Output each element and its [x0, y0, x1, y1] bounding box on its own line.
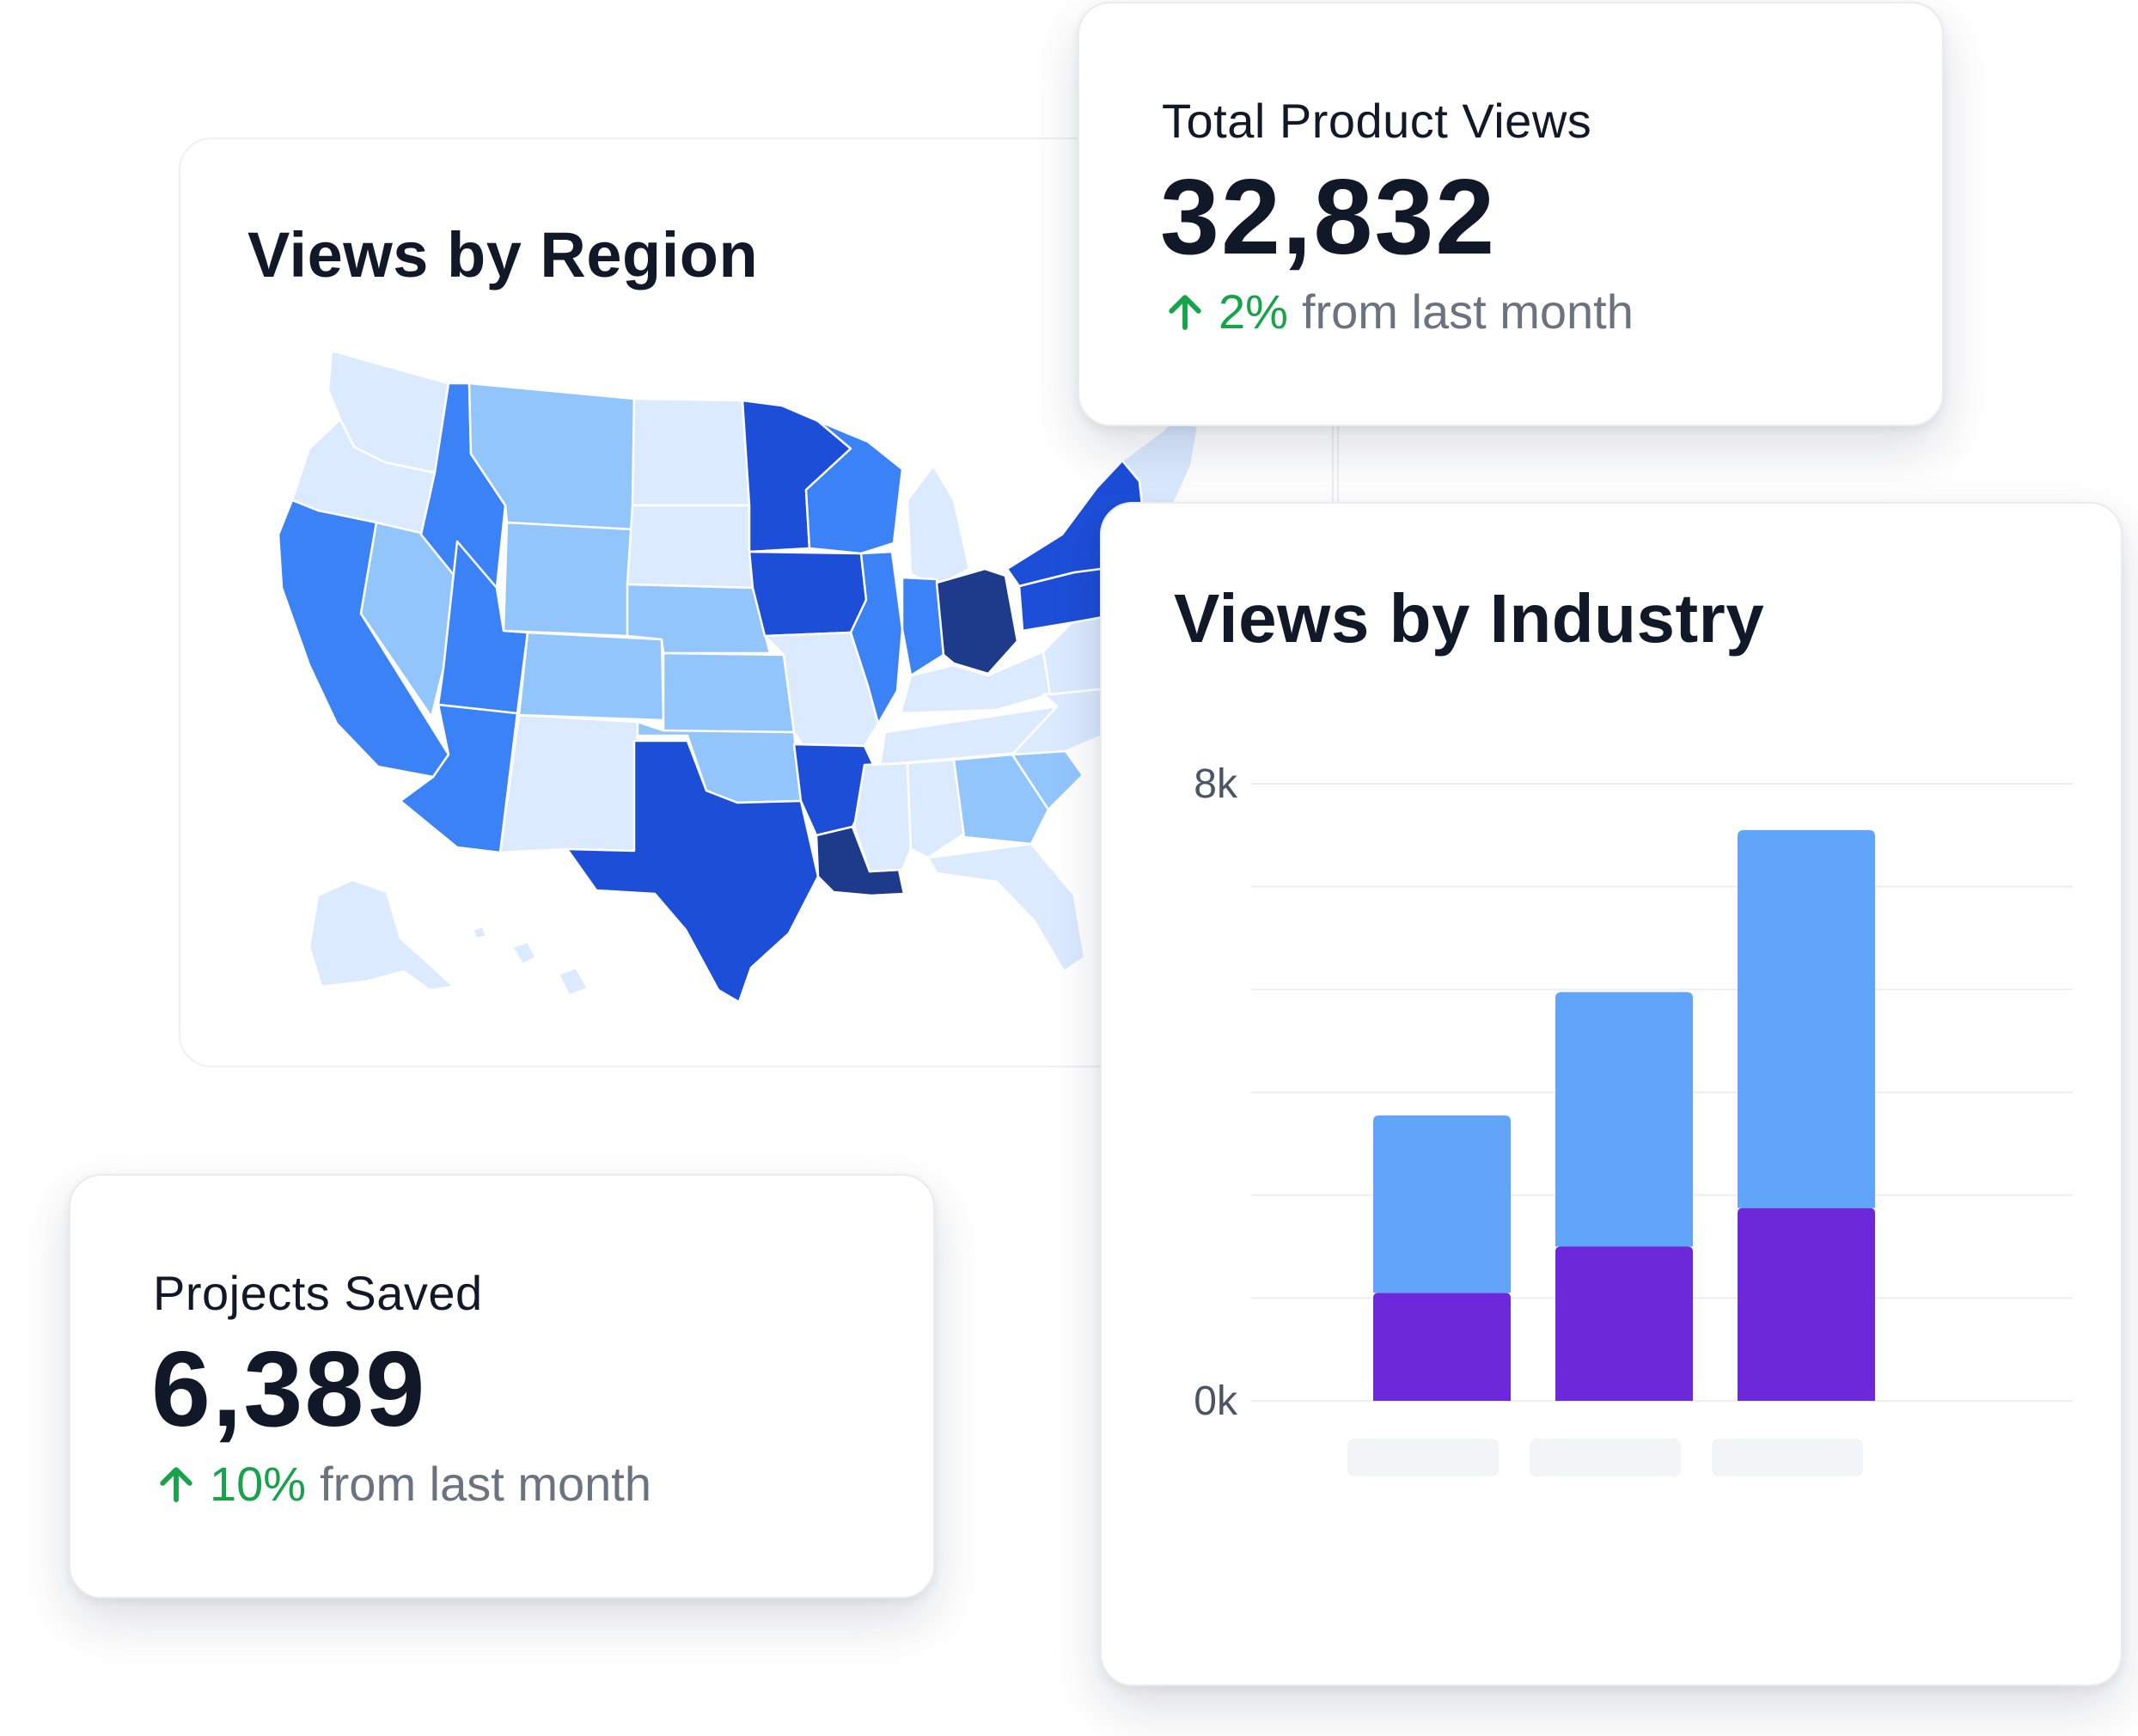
total-product-views-card: Total Product Views 32,832 2% from last … — [1078, 2, 1944, 426]
projects-saved-value: 6,389 — [151, 1330, 427, 1449]
state-north-dakota[interactable] — [631, 397, 751, 507]
state-michigan[interactable] — [906, 464, 971, 588]
y-tick-label: 8k — [1194, 761, 1238, 807]
y-tick-label: 0k — [1194, 1378, 1238, 1424]
bar-segment[interactable] — [1373, 1115, 1511, 1293]
projects-saved-label: Projects Saved — [153, 1266, 483, 1320]
us-choropleth-map — [277, 349, 1200, 1004]
views-by-region-title: Views by Region — [247, 219, 759, 290]
state-arizona[interactable] — [399, 703, 519, 854]
state-hawaii[interactable] — [471, 925, 589, 997]
projects-saved-change-percent: 10% — [210, 1457, 307, 1511]
bar-segment[interactable] — [1738, 829, 1875, 1208]
projects-saved-card: Projects Saved 6,389 10% from last month — [69, 1174, 935, 1598]
state-south-dakota[interactable] — [626, 504, 754, 590]
state-california[interactable] — [277, 498, 450, 779]
views-by-industry-card: Views by Industry 8k 0k — [1100, 502, 2123, 1686]
total-product-views-change-period: from last month — [1301, 284, 1634, 339]
bar-segment[interactable] — [1555, 1246, 1693, 1402]
state-colorado[interactable] — [517, 631, 665, 722]
total-product-views-value: 32,832 — [1160, 158, 1497, 277]
projects-saved-change: 10% from last month — [153, 1456, 651, 1512]
arrow-up-icon — [1169, 294, 1201, 330]
state-alabama[interactable] — [906, 758, 966, 859]
category-label-placeholder — [1347, 1439, 1499, 1476]
state-louisiana[interactable] — [815, 825, 906, 897]
state-new-mexico[interactable] — [498, 713, 639, 854]
bar-segment[interactable] — [1373, 1293, 1511, 1401]
total-product-views-change-percent: 2% — [1219, 284, 1288, 339]
state-indiana[interactable] — [901, 576, 945, 677]
state-iowa[interactable] — [748, 550, 868, 638]
state-illinois[interactable] — [849, 550, 904, 725]
views-by-industry-bar-chart: 8k 0k — [1194, 761, 2073, 1476]
views-by-industry-title: Views by Industry — [1174, 580, 1765, 657]
state-florida[interactable] — [926, 842, 1086, 973]
category-label-placeholder — [1712, 1439, 1863, 1476]
state-kansas[interactable] — [662, 651, 796, 734]
bar-segment[interactable] — [1555, 992, 1693, 1247]
state-georgia[interactable] — [952, 753, 1050, 846]
state-ohio[interactable] — [935, 567, 1019, 675]
state-wyoming[interactable] — [502, 521, 634, 638]
total-product-views-change: 2% from last month — [1162, 284, 1634, 339]
projects-saved-change-period: from last month — [320, 1457, 651, 1511]
state-texas[interactable] — [565, 739, 820, 1004]
state-alaska[interactable] — [308, 878, 455, 992]
bar-segment[interactable] — [1738, 1207, 1875, 1401]
total-product-views-label: Total Product Views — [1162, 94, 1592, 148]
arrow-up-icon — [160, 1466, 192, 1502]
category-label-placeholder — [1530, 1439, 1681, 1476]
